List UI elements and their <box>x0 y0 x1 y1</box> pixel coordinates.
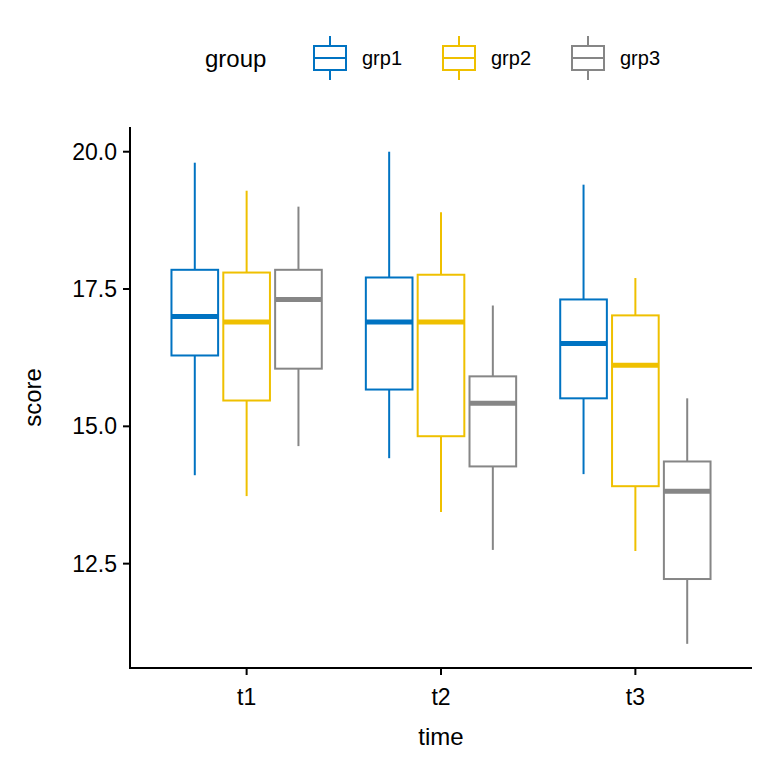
median <box>664 489 711 494</box>
legend-label: grp2 <box>491 47 531 69</box>
median <box>223 319 270 324</box>
median <box>366 319 413 324</box>
y-tick-label: 15.0 <box>72 413 117 439</box>
lower-whisker <box>440 436 442 512</box>
box <box>171 163 218 476</box>
chart: 12.5 15.0 17.5 20.0 t1 t2 t3 time score group grp1… <box>0 0 768 768</box>
box-body <box>612 315 659 486</box>
x-tick <box>246 668 248 675</box>
legend-key <box>572 36 604 80</box>
upper-whisker <box>686 398 688 461</box>
box-body <box>366 277 413 389</box>
legend-key <box>443 36 475 80</box>
box-body <box>275 270 322 369</box>
y-tick-label: 17.5 <box>72 276 117 302</box>
legend-key <box>314 36 346 80</box>
lower-whisker <box>246 401 248 497</box>
legend-label: grp3 <box>620 47 660 69</box>
box <box>418 212 465 512</box>
lower-whisker <box>297 369 299 446</box>
x-tick-label: t3 <box>626 684 645 710</box>
background <box>0 0 768 768</box>
box <box>366 152 413 458</box>
lower-whisker <box>194 355 196 475</box>
lower-whisker <box>492 466 494 549</box>
median <box>171 314 218 319</box>
median <box>418 319 465 324</box>
upper-whisker <box>194 163 196 270</box>
y-tick <box>123 151 130 153</box>
box <box>275 207 322 446</box>
upper-whisker <box>583 185 585 300</box>
box-body <box>418 275 465 436</box>
box <box>560 185 607 474</box>
y-tick-label: 12.5 <box>72 551 117 577</box>
y-tick <box>123 563 130 565</box>
plot-area <box>171 152 710 644</box>
x-tick <box>634 668 636 675</box>
box <box>223 191 270 496</box>
box <box>664 398 711 644</box>
upper-whisker <box>634 278 636 315</box>
y-tick <box>123 425 130 427</box>
legend-label: grp1 <box>362 47 402 69</box>
x-tick <box>440 668 442 675</box>
y-axis-title: score <box>19 368 46 427</box>
upper-whisker <box>440 212 442 275</box>
lower-whisker <box>686 579 688 644</box>
box-body <box>470 376 517 466</box>
x-axis-title: time <box>418 723 463 750</box>
upper-whisker <box>492 306 494 377</box>
box <box>470 306 517 550</box>
box-body <box>171 270 218 356</box>
box <box>612 278 659 551</box>
box-body <box>560 299 607 398</box>
upper-whisker <box>246 191 248 273</box>
median <box>275 297 322 302</box>
y-tick-label: 20.0 <box>72 139 117 165</box>
lower-whisker <box>634 486 636 551</box>
x-tick-label: t1 <box>237 684 256 710</box>
lower-whisker <box>388 390 390 459</box>
legend-title: group <box>205 45 266 72</box>
upper-whisker <box>388 152 390 278</box>
y-tick <box>123 288 130 290</box>
median <box>560 341 607 346</box>
lower-whisker <box>583 398 585 474</box>
box-body <box>223 273 270 401</box>
upper-whisker <box>297 207 299 270</box>
median <box>470 401 517 406</box>
x-tick-label: t2 <box>431 684 450 710</box>
y-axis <box>129 127 131 669</box>
legend: group grp1 grp2 grp3 <box>205 36 660 80</box>
median <box>612 363 659 368</box>
box-body <box>664 461 711 579</box>
